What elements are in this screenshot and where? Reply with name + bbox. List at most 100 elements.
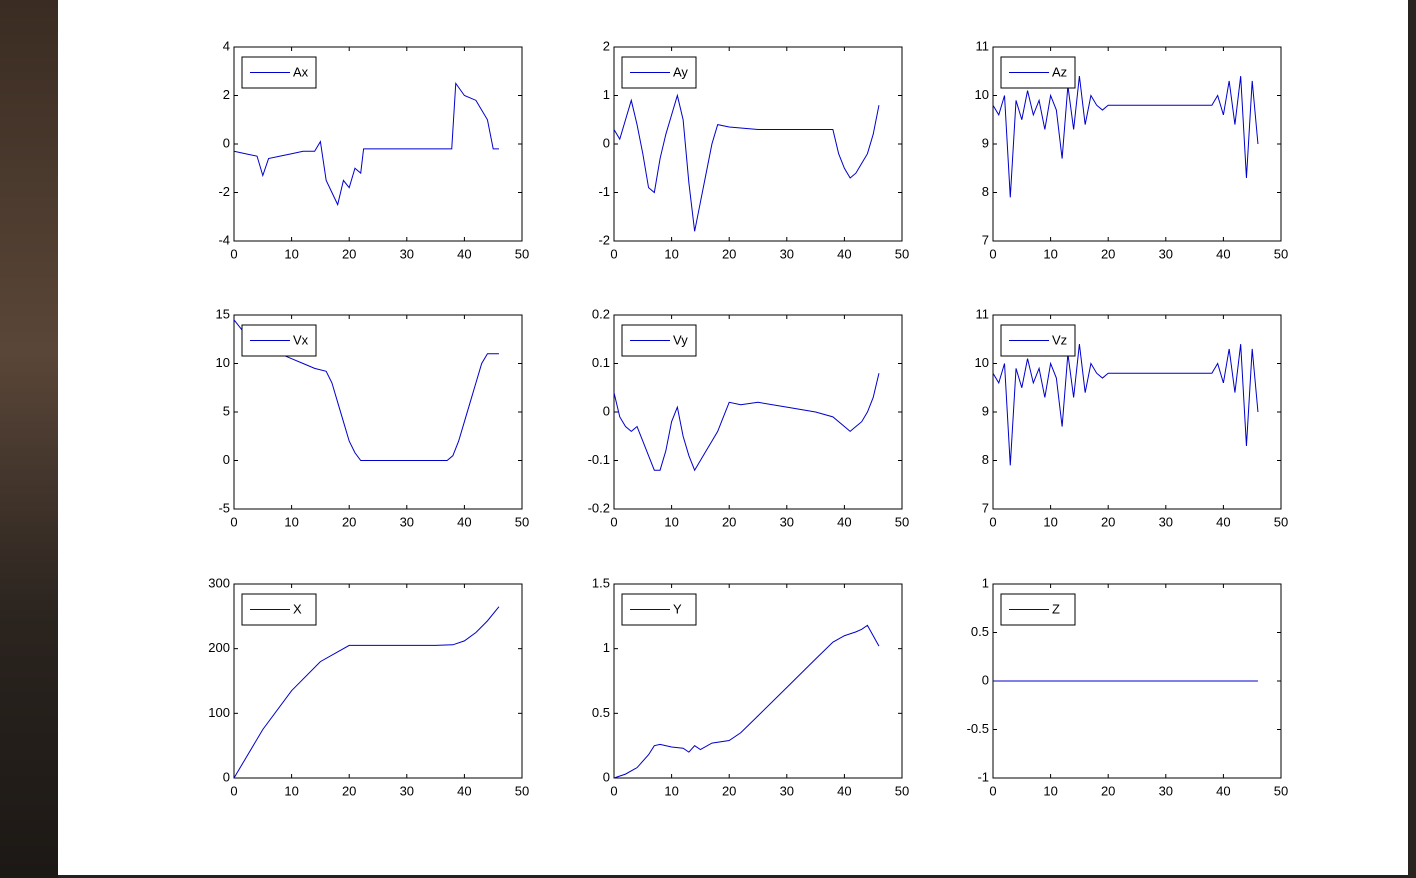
y-tick-label: 7: [982, 232, 989, 247]
x-tick-label: 30: [780, 246, 794, 261]
y-tick-label: 0: [603, 769, 610, 784]
x-tick-label: 40: [457, 514, 471, 529]
y-tick-label: 1: [603, 87, 610, 102]
x-tick-label: 30: [780, 783, 794, 798]
background-edge: [1408, 0, 1416, 878]
y-tick-label: 300: [208, 575, 230, 590]
y-tick-label: 9: [982, 403, 989, 418]
x-tick-label: 10: [1043, 783, 1057, 798]
x-tick-label: 30: [1159, 514, 1173, 529]
x-tick-label: 0: [989, 246, 996, 261]
x-tick-label: 0: [230, 246, 237, 261]
legend: Z: [1000, 593, 1076, 626]
y-tick-label: 0: [223, 769, 230, 784]
data-line: [233, 81, 499, 207]
y-tick-label: 0: [603, 135, 610, 150]
x-tick-label: 10: [284, 514, 298, 529]
y-tick-label: 8: [982, 452, 989, 467]
x-tick-label: 40: [1216, 514, 1230, 529]
legend-label: Y: [673, 601, 682, 616]
legend: Az: [1000, 56, 1076, 89]
x-tick-label: 30: [400, 514, 414, 529]
legend-label: Vz: [1052, 332, 1067, 347]
y-tick-label: 200: [208, 640, 230, 655]
x-tick-label: 40: [1216, 783, 1230, 798]
y-tick-label: -0.5: [967, 721, 989, 736]
x-tick-label: 10: [1043, 514, 1057, 529]
y-tick-label: -1: [598, 184, 610, 199]
y-tick-label: 0.2: [592, 306, 610, 321]
x-tick-label: 10: [664, 783, 678, 798]
x-tick-label: 50: [895, 246, 909, 261]
x-tick-label: 0: [989, 514, 996, 529]
x-tick-label: 50: [515, 783, 529, 798]
y-tick-label: 11: [976, 306, 990, 321]
legend: Ax: [241, 56, 317, 89]
x-tick-label: 0: [610, 246, 617, 261]
legend: Vz: [1000, 324, 1076, 357]
y-tick-label: -1: [977, 769, 989, 784]
x-tick-label: 50: [895, 514, 909, 529]
x-tick-label: 30: [1159, 783, 1173, 798]
legend: Y: [621, 593, 697, 626]
data-line: [233, 606, 500, 779]
x-tick-label: 20: [1101, 783, 1115, 798]
y-tick-label: 7: [982, 500, 989, 515]
y-tick-label: 0: [982, 672, 989, 687]
x-tick-label: 50: [515, 246, 529, 261]
x-tick-label: 40: [837, 246, 851, 261]
x-tick-label: 20: [722, 514, 736, 529]
x-tick-label: 50: [515, 514, 529, 529]
y-tick-label: 1.5: [592, 575, 610, 590]
legend-label: Vy: [673, 332, 688, 347]
x-tick-label: 50: [1274, 783, 1288, 798]
y-tick-label: 10: [216, 355, 230, 370]
x-tick-label: 50: [895, 783, 909, 798]
x-tick-label: 20: [342, 514, 356, 529]
x-tick-label: 10: [664, 246, 678, 261]
legend-label: Vx: [293, 332, 309, 347]
y-tick-label: 11: [976, 38, 990, 53]
y-tick-label: 4: [223, 38, 230, 53]
y-tick-label: 10: [975, 87, 989, 102]
x-tick-label: 10: [284, 783, 298, 798]
x-tick-label: 20: [1101, 246, 1115, 261]
y-tick-label: 2: [603, 38, 610, 53]
data-line: [992, 344, 1259, 466]
x-tick-label: 10: [664, 514, 678, 529]
legend-label: Z: [1052, 601, 1060, 616]
y-tick-label: 1: [603, 640, 610, 655]
x-tick-label: 20: [342, 783, 356, 798]
y-tick-label: 15: [216, 306, 230, 321]
y-tick-label: 0: [603, 403, 610, 418]
x-tick-label: 0: [230, 514, 237, 529]
y-tick-label: 100: [208, 705, 230, 720]
y-tick-label: 0.1: [592, 355, 610, 370]
data-line: [992, 76, 1259, 198]
data-line: [613, 373, 880, 472]
legend: Ay: [621, 56, 697, 89]
y-tick-label: -5: [218, 500, 230, 515]
y-tick-label: -0.2: [588, 500, 610, 515]
data-line: [613, 624, 880, 779]
x-tick-label: 30: [400, 783, 414, 798]
data-line: [613, 93, 880, 232]
y-tick-label: 0: [223, 452, 230, 467]
y-tick-label: 5: [223, 403, 230, 418]
x-tick-label: 20: [722, 783, 736, 798]
x-tick-label: 0: [610, 783, 617, 798]
background-photo: [0, 0, 58, 878]
x-tick-label: 20: [722, 246, 736, 261]
x-tick-label: 0: [230, 783, 237, 798]
y-tick-label: -4: [218, 232, 230, 247]
y-tick-label: 0.5: [592, 705, 610, 720]
x-tick-label: 20: [1101, 514, 1115, 529]
x-tick-label: 40: [457, 246, 471, 261]
x-tick-label: 40: [457, 783, 471, 798]
x-tick-label: 40: [837, 514, 851, 529]
y-tick-label: 8: [982, 184, 989, 199]
x-tick-label: 50: [1274, 514, 1288, 529]
y-tick-label: 9: [982, 135, 989, 150]
